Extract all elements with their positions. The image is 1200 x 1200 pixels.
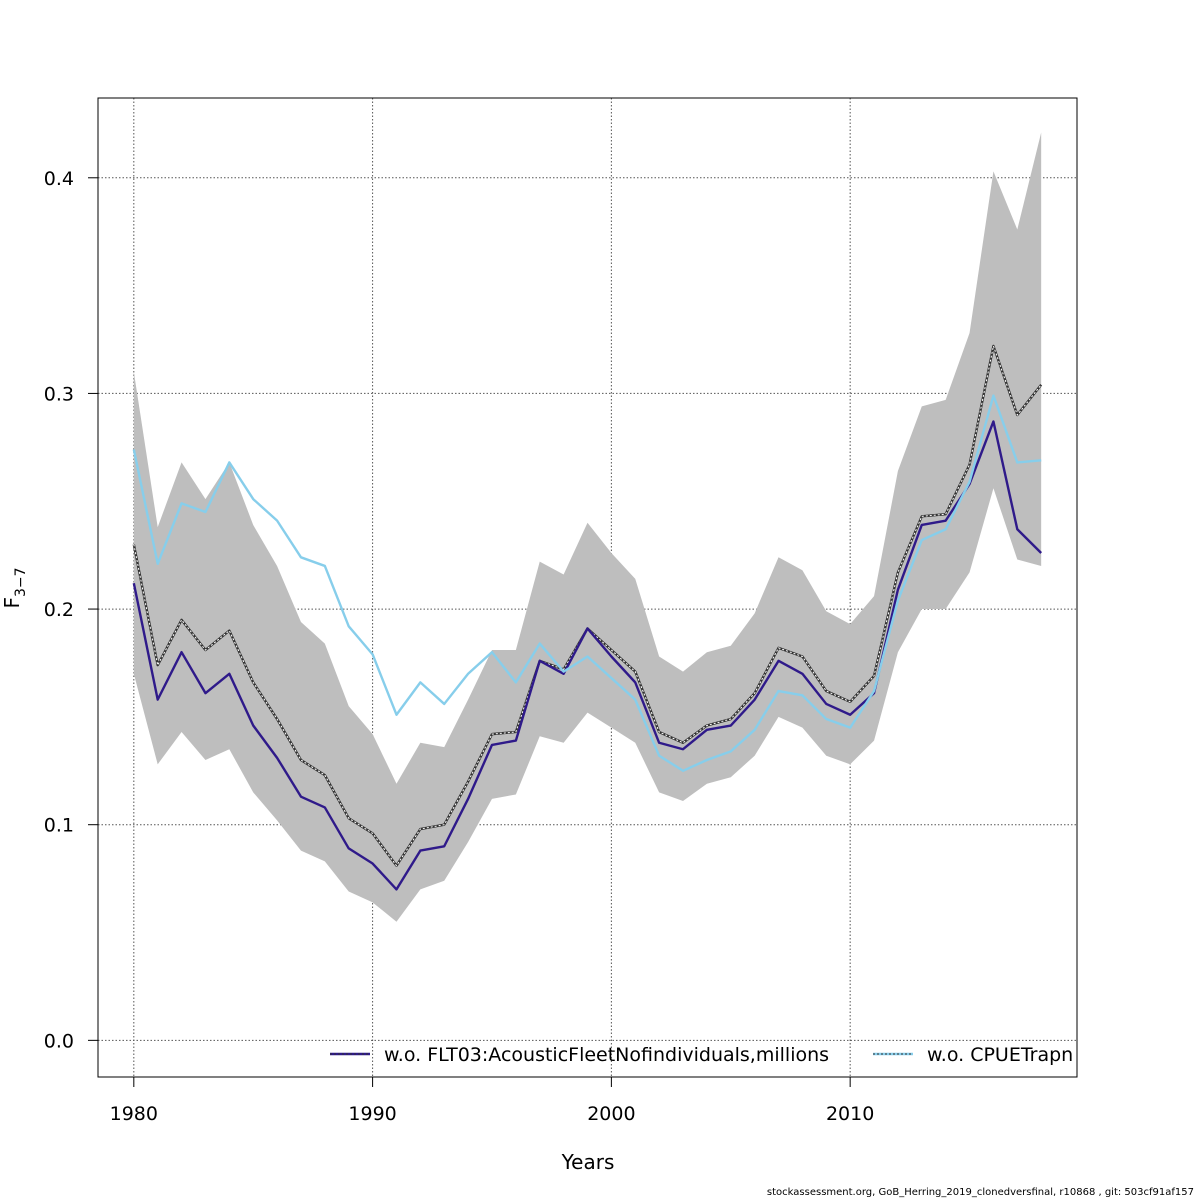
confidence-band-layer: [133, 132, 1042, 922]
y-axis-label-subscript: 3−7: [13, 567, 29, 597]
x-tick-label: 2010: [826, 1103, 874, 1125]
y-tick-label: 0.0: [44, 1030, 74, 1052]
y-axis: 0.0 0.1 0.2 0.3 0.4: [44, 168, 99, 1052]
series-line-3: [132, 394, 1042, 772]
y-axis-label: F3−7: [0, 567, 29, 608]
series-layer: [132, 344, 1043, 891]
y-tick-label: 0.2: [44, 599, 74, 621]
legend-label: w.o. FLT03:AcousticFleetNofindividuals,m…: [384, 1044, 829, 1066]
y-tick-label: 0.4: [44, 168, 74, 190]
footer-credit: stockassessment.org, GoB_Herring_2019_cl…: [766, 1187, 1194, 1198]
legend-item-2: w.o. CPUETrapn: [873, 1044, 1073, 1066]
x-axis: 1980 1990 2000 2010: [110, 1076, 874, 1125]
x-tick-label: 2000: [587, 1103, 635, 1125]
legend-item-1: w.o. FLT03:AcousticFleetNofindividuals,m…: [330, 1044, 829, 1066]
x-tick-label: 1990: [348, 1103, 396, 1125]
y-axis-label-main: F: [0, 597, 24, 609]
legend-label: w.o. CPUETrapn: [927, 1044, 1073, 1066]
x-tick-label: 1980: [110, 1103, 158, 1125]
x-axis-label: Years: [561, 1150, 615, 1174]
y-tick-label: 0.1: [44, 815, 74, 837]
y-tick-label: 0.3: [44, 383, 74, 405]
series-line-2: [132, 420, 1043, 891]
legend: w.o. FLT03:AcousticFleetNofindividuals,m…: [330, 1044, 1073, 1066]
confidence-band: [133, 132, 1042, 922]
series-line-1-dashed-overlay: [133, 344, 1042, 867]
